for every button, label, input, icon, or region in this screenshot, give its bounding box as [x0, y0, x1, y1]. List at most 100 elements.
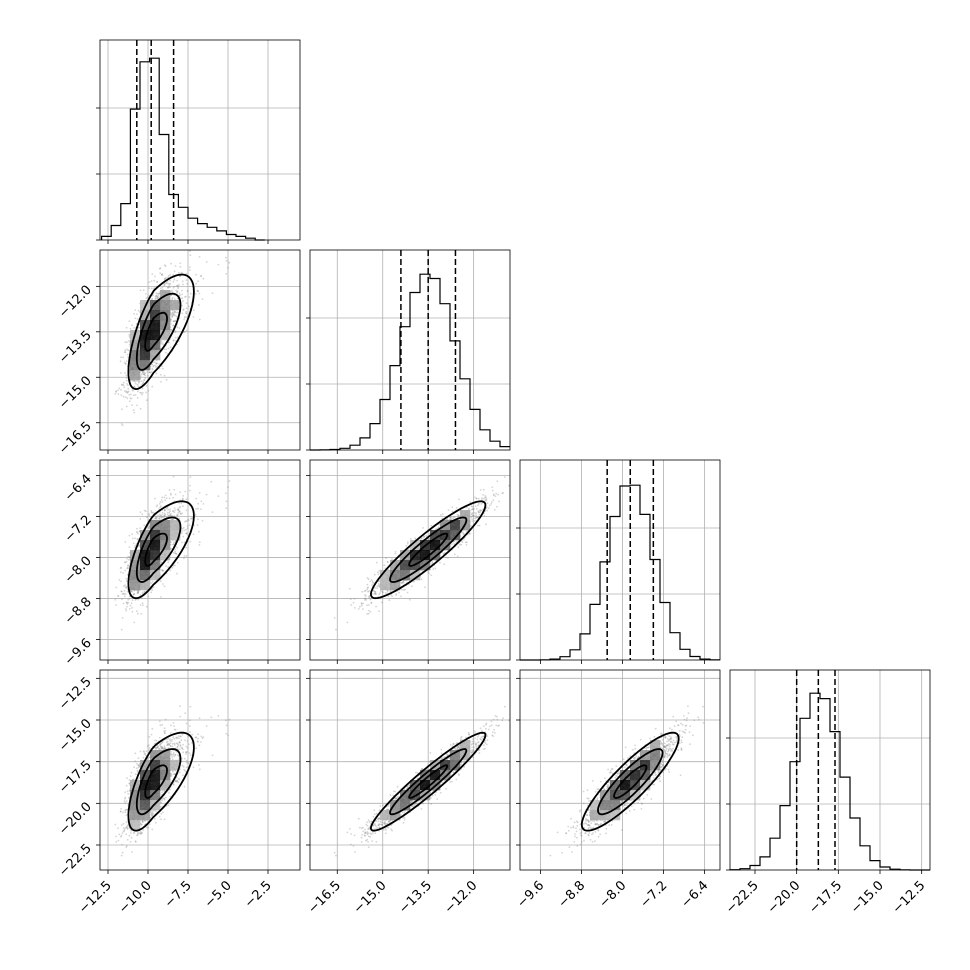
sample-point [115, 390, 117, 393]
sample-point [361, 590, 364, 593]
sample-point [357, 608, 360, 610]
sample-point [189, 292, 192, 295]
sample-point [167, 286, 170, 289]
sample-point [158, 503, 161, 505]
sample-point [491, 489, 494, 492]
sample-point [471, 505, 474, 508]
sample-point [165, 348, 168, 351]
sample-point [146, 374, 149, 377]
density-cell [130, 570, 141, 581]
sample-point [177, 286, 180, 289]
sample-point [124, 396, 127, 398]
sample-point [167, 515, 170, 517]
sample-point [474, 505, 477, 508]
sample-point [169, 569, 172, 572]
sample-point [123, 390, 126, 392]
sample-point [134, 317, 137, 320]
sample-point [169, 273, 172, 276]
sample-point [151, 363, 153, 366]
sample-point [172, 311, 174, 314]
sample-point [185, 532, 188, 535]
sample-point [164, 499, 167, 502]
sample-point [128, 394, 131, 396]
sample-point [133, 621, 136, 624]
sample-point [170, 262, 172, 265]
sample-point [174, 493, 177, 496]
sample-point [176, 561, 179, 564]
sample-point [409, 538, 412, 540]
sample-point [120, 372, 122, 374]
sample-point [177, 271, 180, 274]
sample-point [130, 602, 133, 604]
sample-point [376, 585, 379, 588]
sample-point [198, 530, 200, 533]
sample-point [150, 511, 153, 514]
sample-point [198, 304, 200, 306]
sample-point [493, 493, 495, 496]
sample-point [128, 333, 131, 336]
sample-point [121, 383, 124, 386]
sample-point [165, 497, 168, 500]
sample-point [176, 285, 179, 287]
sample-point [185, 272, 188, 275]
sample-point [196, 524, 199, 526]
sample-point [120, 356, 122, 359]
sample-point [125, 601, 128, 604]
sample-point [167, 341, 170, 344]
sample-point [470, 513, 473, 515]
sample-point [125, 326, 128, 329]
sample-point [131, 380, 134, 382]
sample-point [169, 279, 172, 282]
sample-point [124, 349, 126, 352]
sample-point [148, 281, 151, 283]
sample-point [455, 507, 458, 509]
sample-point [335, 628, 337, 631]
sample-point [152, 511, 155, 514]
sample-point [114, 598, 117, 601]
sample-point [152, 365, 155, 368]
sample-point [189, 250, 191, 253]
sample-point [168, 282, 171, 285]
sample-point [353, 597, 356, 600]
sample-point [144, 374, 147, 377]
sample-point [153, 361, 156, 363]
sample-point [129, 604, 132, 607]
sample-point [391, 558, 393, 560]
panel-3-3 [730, 670, 930, 870]
sample-point [486, 502, 489, 505]
density-cell [130, 370, 141, 381]
sample-point [156, 297, 158, 300]
sample-point [132, 409, 135, 412]
sample-point [189, 254, 192, 257]
sample-point [123, 386, 126, 388]
sample-point [123, 595, 126, 598]
sample-point [490, 503, 493, 505]
sample-point [120, 394, 123, 397]
sample-point [149, 371, 152, 374]
sample-point [183, 316, 186, 319]
sample-point [148, 371, 151, 374]
sample-point [145, 293, 147, 295]
sample-point [141, 393, 143, 396]
sample-point [120, 388, 122, 391]
sample-point [447, 509, 450, 511]
sample-point [185, 555, 188, 557]
sample-point [122, 356, 124, 359]
sample-point [406, 591, 409, 594]
sample-point [482, 494, 484, 496]
sample-point [120, 423, 123, 425]
sample-point [128, 608, 131, 610]
sample-point [131, 388, 134, 391]
sample-point [182, 505, 184, 508]
sample-point [170, 312, 173, 315]
sample-point [132, 389, 134, 392]
sample-point [125, 586, 127, 589]
sample-point [496, 480, 499, 482]
sample-point [132, 394, 135, 396]
sample-point [152, 364, 155, 367]
sample-point [185, 329, 188, 332]
sample-point [115, 586, 118, 589]
sample-point [122, 395, 125, 398]
sample-point [176, 546, 179, 549]
